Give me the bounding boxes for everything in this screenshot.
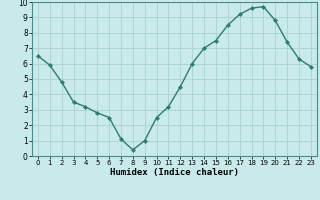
X-axis label: Humidex (Indice chaleur): Humidex (Indice chaleur) bbox=[110, 168, 239, 177]
